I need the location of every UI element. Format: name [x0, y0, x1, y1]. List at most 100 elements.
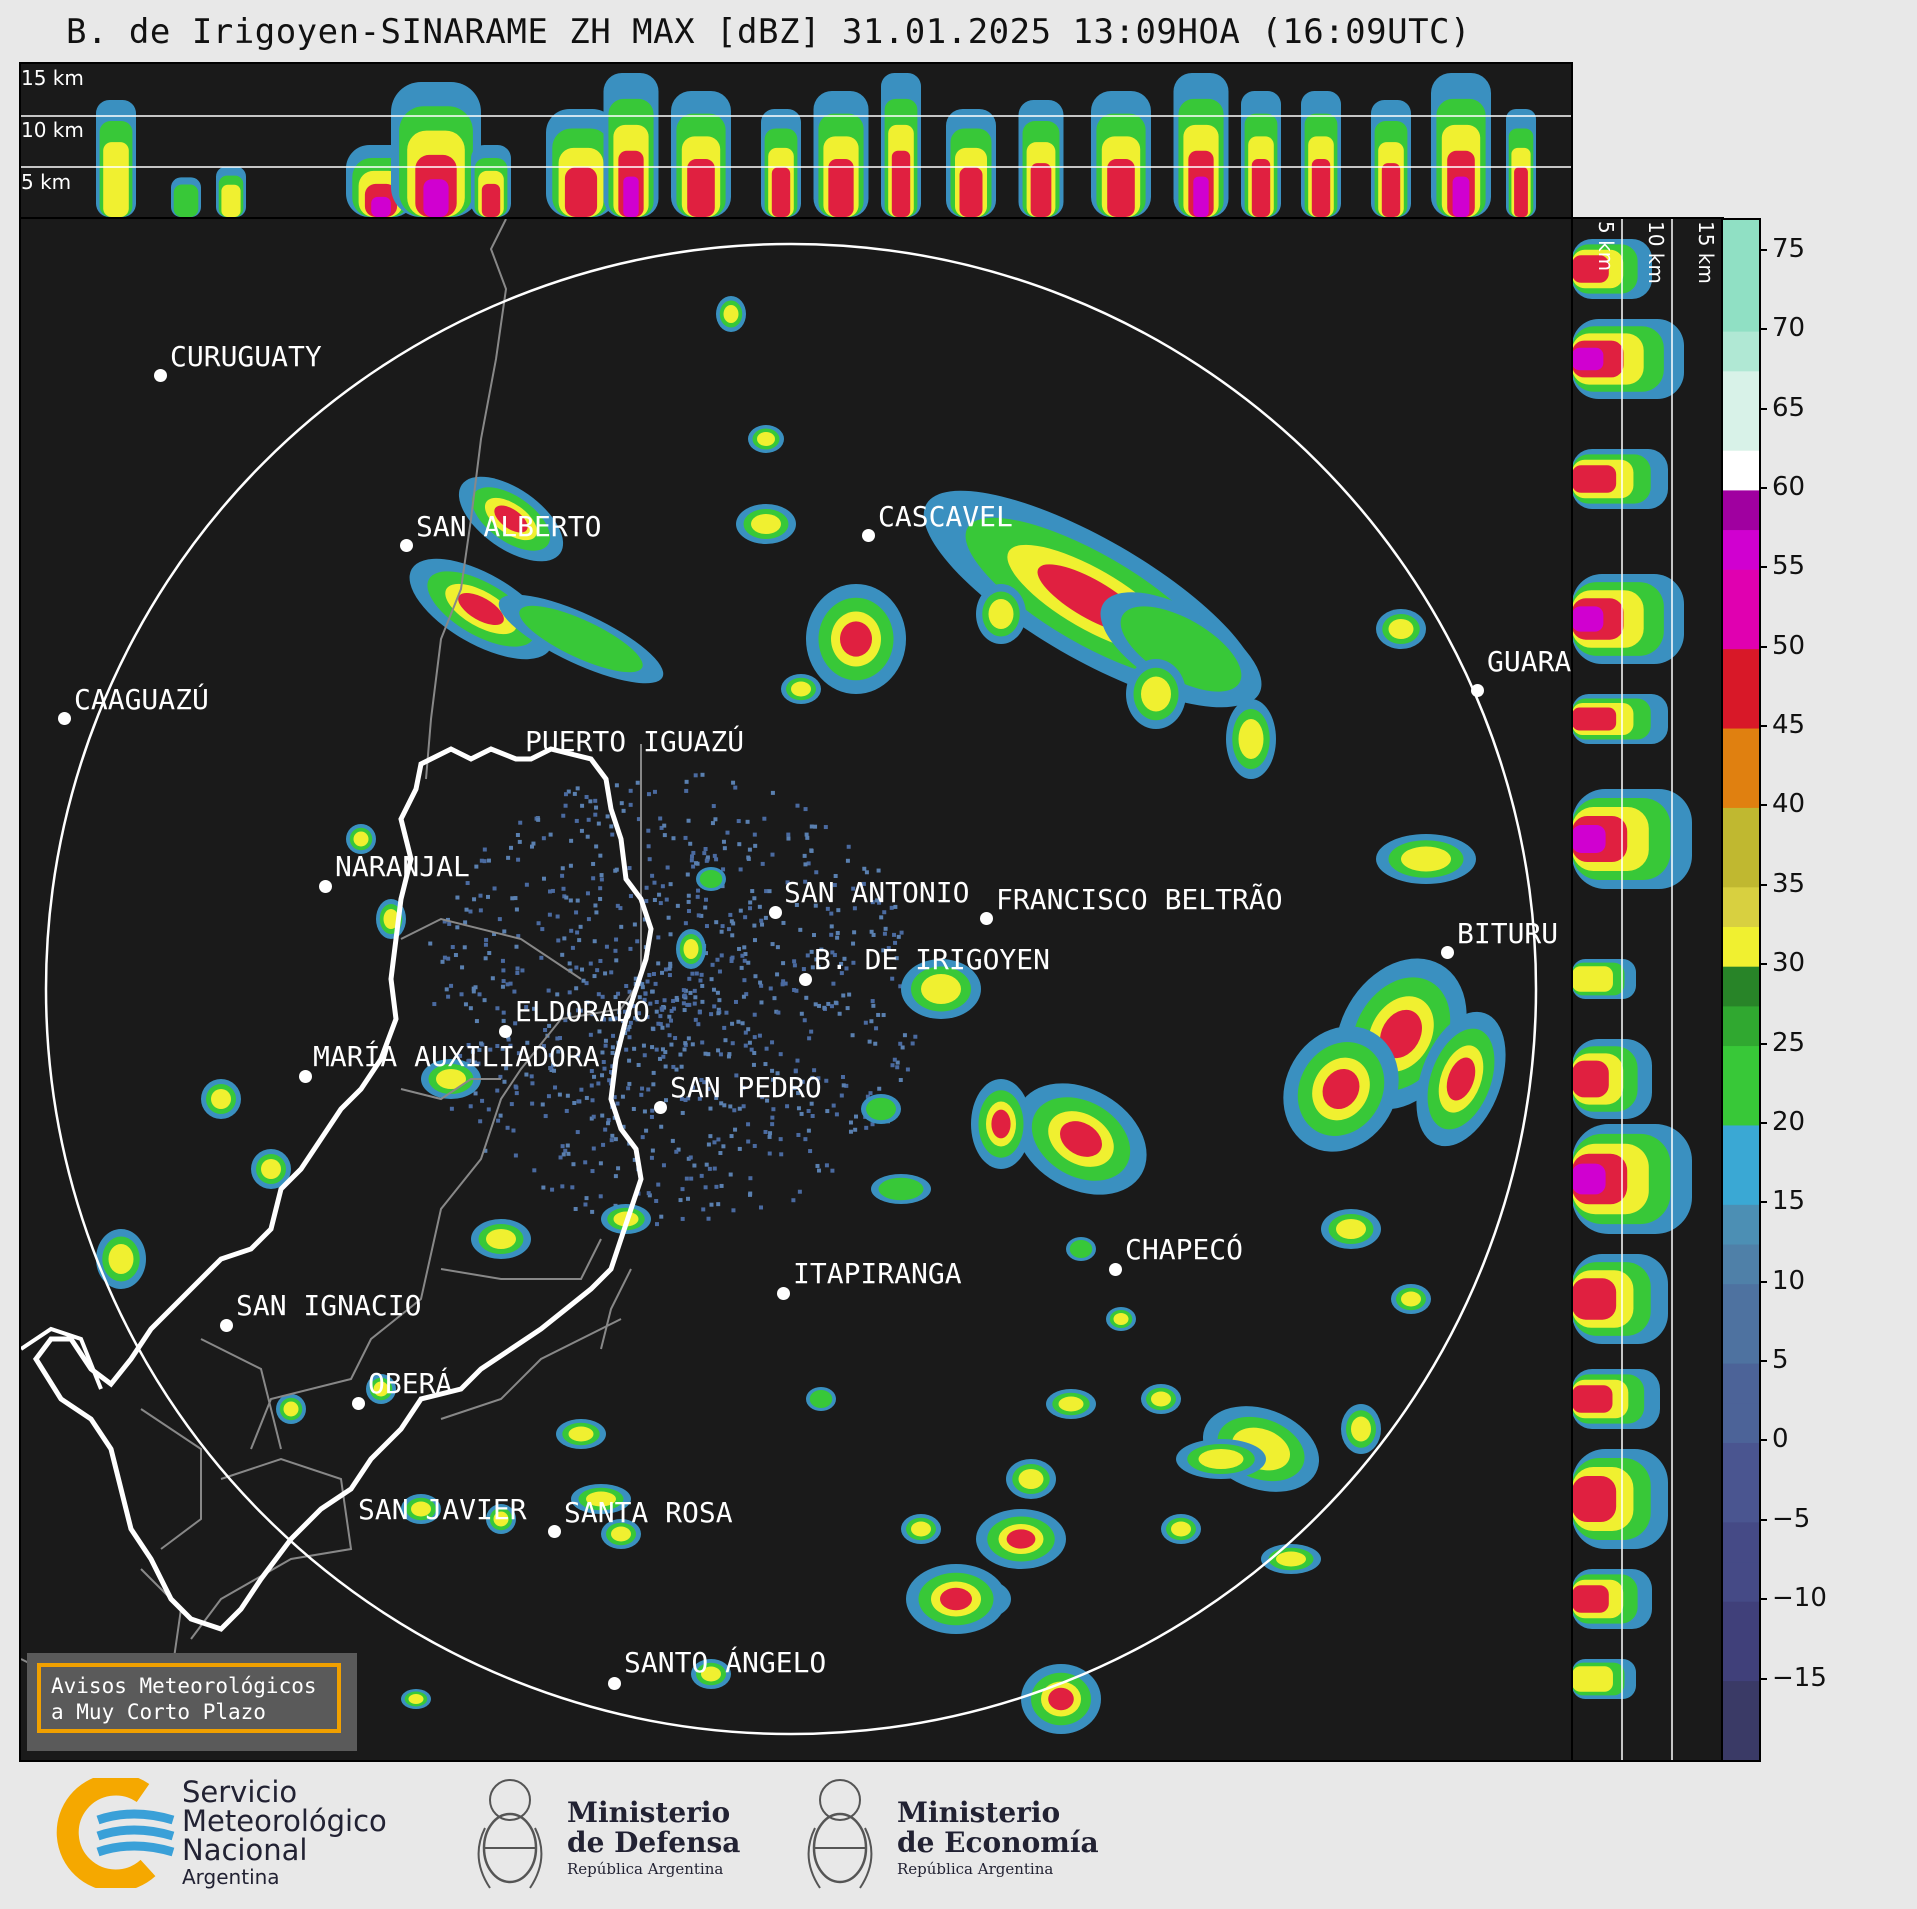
clutter-pixel [835, 930, 840, 935]
clutter-pixel [808, 1149, 813, 1154]
clutter-pixel [829, 932, 834, 937]
clutter-pixel [623, 1009, 628, 1014]
clutter-pixel [575, 786, 580, 791]
top-echo-column [103, 142, 129, 217]
clutter-pixel [722, 1103, 727, 1108]
clutter-pixel [701, 1207, 706, 1212]
colorbar-tick-mark [1759, 725, 1767, 728]
clutter-pixel [668, 1018, 673, 1023]
city-label-itapiranga: ITAPIRANGA [793, 1257, 962, 1290]
colorbar-band [1723, 1204, 1759, 1245]
clutter-pixel [500, 1046, 505, 1051]
clutter-pixel [700, 772, 705, 777]
clutter-pixel [900, 1045, 905, 1050]
clutter-pixel [810, 1113, 815, 1118]
clutter-pixel [670, 1138, 675, 1143]
clutter-pixel [669, 1042, 674, 1047]
city-label-san-ignacio: SAN IGNACIO [236, 1289, 422, 1322]
clutter-pixel [686, 1096, 691, 1101]
clutter-pixel [896, 934, 901, 939]
clutter-pixel [570, 1185, 575, 1190]
clutter-pixel [737, 1106, 742, 1111]
clutter-pixel [674, 995, 679, 1000]
clutter-pixel [734, 1073, 739, 1078]
clutter-pixel [833, 1000, 838, 1005]
colorbar-band [1723, 1561, 1759, 1602]
clutter-pixel [667, 973, 672, 978]
colorbar-band [1723, 450, 1759, 491]
clutter-pixel [723, 1038, 728, 1043]
clutter-pixel [565, 1143, 570, 1148]
clutter-pixel [645, 979, 650, 984]
clutter-pixel [864, 870, 869, 875]
clutter-pixel [831, 981, 836, 986]
clutter-pixel [468, 909, 473, 914]
clutter-pixel [515, 970, 520, 975]
clutter-pixel [893, 940, 898, 945]
clutter-pixel [529, 1074, 534, 1079]
clutter-pixel [610, 1064, 615, 1069]
clutter-pixel [772, 996, 777, 1001]
clutter-pixel [547, 889, 552, 894]
clutter-pixel [562, 894, 567, 899]
top-echo-column [1514, 167, 1528, 217]
echo-cell [401, 1689, 431, 1709]
clutter-pixel [690, 854, 695, 859]
clutter-pixel [728, 1172, 733, 1177]
clutter-pixel [704, 858, 709, 863]
clutter-pixel [729, 1134, 734, 1139]
clutter-pixel [626, 1027, 631, 1032]
clutter-pixel [748, 1176, 753, 1181]
clutter-pixel [560, 1144, 565, 1149]
clutter-pixel [671, 1064, 676, 1069]
clutter-pixel [719, 1183, 724, 1188]
colorbar-tick-label: 45 [1772, 710, 1806, 741]
clutter-pixel [644, 885, 649, 890]
clutter-pixel [524, 882, 529, 887]
colorbar-band [1723, 1680, 1759, 1721]
clutter-pixel [598, 1194, 603, 1199]
clutter-pixel [743, 952, 748, 957]
city-label-cascavel: CASCAVEL [878, 500, 1013, 533]
clutter-pixel [583, 1160, 588, 1165]
clutter-pixel [662, 833, 667, 838]
clutter-pixel [703, 846, 708, 851]
clutter-pixel [799, 1111, 804, 1116]
clutter-pixel [659, 1214, 664, 1219]
clutter-pixel [659, 1124, 664, 1129]
right-echo-column [1572, 606, 1604, 632]
clutter-pixel [609, 1138, 614, 1143]
clutter-pixel [474, 864, 479, 869]
clutter-pixel [833, 874, 838, 879]
clutter-pixel [686, 909, 691, 914]
colorbar-band [1723, 847, 1759, 888]
clutter-pixel [842, 956, 847, 961]
clutter-pixel [845, 1006, 850, 1011]
clutter-pixel [669, 1008, 674, 1013]
clutter-pixel [752, 1035, 757, 1040]
radar-range-circle [44, 242, 1538, 1736]
clutter-pixel [719, 929, 724, 934]
clutter-pixel [732, 1108, 737, 1113]
clutter-pixel [576, 1008, 581, 1013]
colorbar-tick-mark [1759, 1360, 1767, 1363]
clutter-pixel [767, 1134, 772, 1139]
clutter-pixel [660, 970, 665, 975]
clutter-pixel [601, 1060, 606, 1065]
clutter-pixel [719, 1101, 724, 1106]
clutter-pixel [666, 915, 671, 920]
clutter-pixel [472, 1060, 477, 1065]
clutter-pixel [722, 1025, 727, 1030]
clutter-pixel [691, 1085, 696, 1090]
clutter-pixel [871, 1003, 876, 1008]
clutter-pixel [778, 1137, 783, 1142]
clutter-pixel [696, 1022, 701, 1027]
clutter-pixel [486, 1107, 491, 1112]
echo-cell [1066, 1237, 1096, 1261]
clutter-pixel [578, 1008, 583, 1013]
echo-cell [421, 1059, 481, 1099]
clutter-pixel [510, 896, 515, 901]
clutter-pixel [497, 917, 502, 922]
echo-cell [346, 824, 376, 854]
echo-cell [1261, 1544, 1321, 1574]
